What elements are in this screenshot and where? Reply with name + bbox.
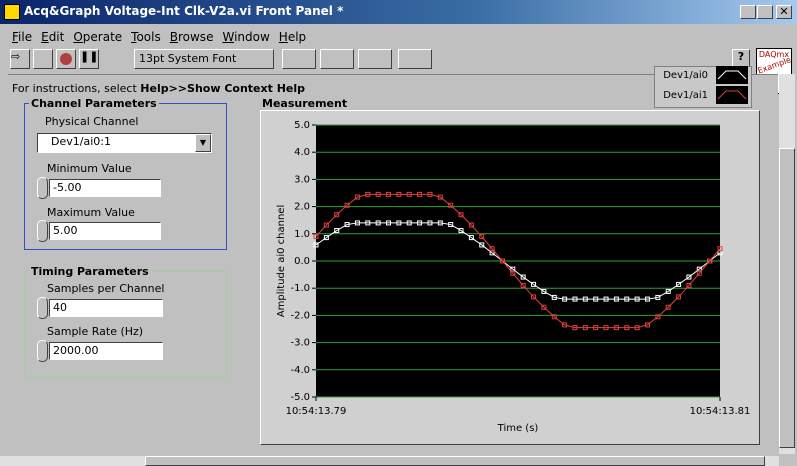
control-label: Sample Rate (Hz) [47, 325, 144, 338]
font-menu[interactable]: 13pt System Font [134, 49, 274, 69]
window-title: Acq&Graph Voltage-Int Clk-V2a.vi Front P… [24, 4, 344, 18]
instructions-text: For instructions, select [12, 82, 137, 95]
instructions-emphasis: Help>>Show Context Help [140, 82, 306, 95]
control-label: Minimum Value [47, 162, 132, 175]
menu-item[interactable]: Edit [41, 30, 65, 44]
menu-item[interactable]: Window [222, 30, 270, 44]
control-label: Physical Channel [45, 115, 139, 128]
scroll-thumb[interactable] [779, 148, 795, 448]
graph-title: Measurement [262, 97, 348, 110]
rate-field[interactable]: 2000.00 [49, 342, 163, 360]
app-icon [4, 4, 20, 20]
scroll-thumb[interactable] [145, 456, 765, 466]
timing-parameters-box: Timing Parameters Samples per Channel 40… [24, 265, 227, 378]
instructions: For instructions, select Help>>Show Cont… [12, 82, 305, 95]
spin-button[interactable] [37, 177, 48, 199]
vertical-scrollbar[interactable] [779, 74, 795, 454]
spin-button[interactable] [37, 220, 48, 242]
minimum-field[interactable]: -5.00 [49, 179, 161, 197]
badge-text: DAQmx [758, 50, 790, 59]
pause-button[interactable]: ❚❚ [79, 49, 99, 69]
menu-item[interactable]: Operate [73, 30, 123, 44]
control-label: Samples per Channel [47, 282, 165, 295]
menu-item[interactable]: Help [278, 30, 307, 44]
maximize-button[interactable] [757, 5, 773, 19]
control-label: Maximum Value [47, 206, 135, 219]
align-button[interactable] [282, 49, 316, 69]
channel-parameters-box: Channel Parameters Physical Channel Dev1… [24, 97, 227, 250]
maximum-field[interactable]: 5.00 [49, 222, 161, 240]
run-button[interactable]: ⇨ [10, 49, 30, 69]
title-bar: Acq&Graph Voltage-Int Clk-V2a.vi Front P… [0, 0, 797, 24]
minimize-button[interactable] [740, 5, 756, 19]
resize-button[interactable] [358, 49, 392, 69]
spin-button[interactable] [37, 297, 48, 319]
spin-button[interactable] [37, 340, 48, 362]
dropdown-button[interactable]: ▼ [195, 134, 211, 152]
menu-item[interactable]: Tools [131, 30, 161, 44]
menu-item[interactable]: Browse [169, 30, 214, 44]
box-title: Channel Parameters [29, 97, 159, 110]
reorder-button[interactable] [398, 49, 432, 69]
box-title: Timing Parameters [29, 265, 151, 278]
distribute-button[interactable] [320, 49, 354, 69]
graph-frame [260, 110, 760, 445]
toolbar: ⇨ ❚❚ 13pt System Font ? [8, 47, 750, 71]
legend [654, 66, 752, 108]
close-button[interactable]: ✕ [776, 5, 792, 19]
menu-bar: File Edit Operate Tools Browse Window Help [12, 30, 315, 44]
samples-field[interactable]: 40 [49, 299, 163, 317]
field-value: Dev1/ai0:1 [51, 135, 111, 148]
horizontal-scrollbar[interactable] [0, 456, 779, 466]
run-continuous-button[interactable] [33, 49, 53, 69]
abort-button[interactable] [56, 49, 76, 69]
physical-channel-field[interactable]: Dev1/ai0:1 ▼ [37, 133, 212, 153]
menu-item[interactable]: File [12, 30, 33, 44]
